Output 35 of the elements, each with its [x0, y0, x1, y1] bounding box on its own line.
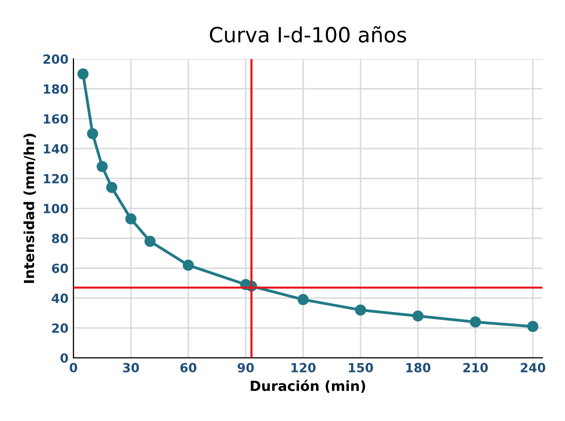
x-tick-label: 90 — [238, 362, 254, 372]
point — [470, 316, 481, 328]
x-tick-label: 180 — [406, 362, 430, 372]
x-tick-label: 0 — [70, 362, 78, 372]
point — [96, 160, 108, 172]
point — [355, 304, 366, 316]
x-axis-title: Duración (min) — [250, 380, 366, 393]
x-tick-label: 210 — [463, 362, 488, 372]
x-tick-label: 240 — [520, 362, 546, 372]
x-tick-label: 120 — [292, 362, 316, 372]
y-tick-label: 140 — [44, 144, 68, 154]
point — [412, 310, 424, 322]
point — [87, 128, 98, 140]
point — [527, 320, 538, 332]
point — [144, 236, 156, 247]
point — [298, 294, 309, 306]
y-tick-label: 60 — [52, 264, 68, 274]
y-tick-label: 180 — [44, 84, 68, 94]
y-tick-label: 80 — [52, 234, 68, 244]
y-tick-label: 20 — [52, 323, 68, 333]
x-tick-label: 30 — [123, 362, 139, 372]
y-tick-label: 120 — [44, 174, 68, 184]
y-tick-label: 200 — [43, 54, 68, 64]
y-axis-title: Intensidad (mm/hr) — [24, 134, 36, 283]
y-tick-label: 160 — [44, 114, 68, 124]
y-tick-label: 100 — [44, 204, 68, 214]
x-tick-label: 60 — [180, 362, 196, 372]
point — [182, 260, 194, 271]
point — [125, 213, 136, 224]
x-tick-label: 150 — [348, 362, 374, 372]
point — [106, 182, 118, 194]
point — [77, 68, 89, 80]
chart-title: Curva I-d-100 años — [210, 26, 406, 43]
y-tick-label: 40 — [52, 294, 68, 303]
y-tick-label: 0 — [60, 353, 68, 363]
